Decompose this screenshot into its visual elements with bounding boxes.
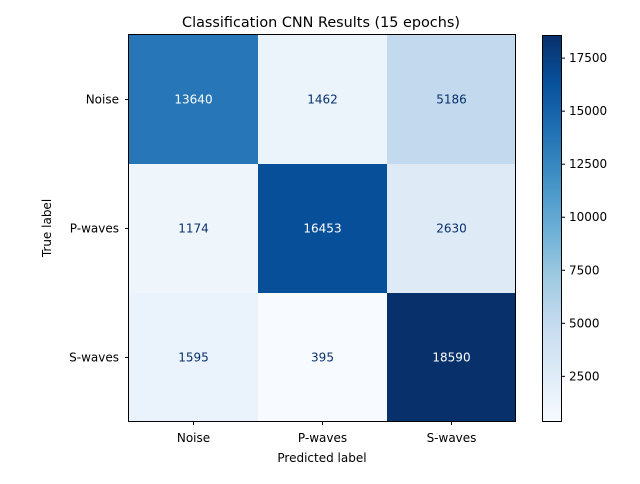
cell-value-label: 395: [311, 351, 334, 365]
y-axis-ticks: Noise P-waves S-waves: [69, 93, 129, 365]
cell-value-label: 18590: [432, 351, 470, 365]
x-tick-label: S-waves: [427, 431, 477, 445]
heatmap-cell: [258, 293, 387, 422]
heatmap-cell: [387, 35, 516, 164]
heatmap-cell: [129, 293, 258, 422]
y-tick-label: Noise: [86, 93, 119, 107]
colorbar-tick-label: 7500: [569, 263, 600, 277]
heatmap-cell: [387, 293, 516, 422]
colorbar-ticks: 2500 5000 7500 10000 12500 15000 17500: [561, 51, 607, 383]
y-axis-label: True label: [40, 199, 54, 258]
x-axis-ticks: Noise P-waves S-waves: [177, 421, 477, 445]
colorbar-tick-label: 5000: [569, 316, 600, 330]
colorbar-tick-label: 15000: [569, 104, 607, 118]
heatmap-cell: [258, 164, 387, 293]
colorbar-tick-label: 10000: [569, 210, 607, 224]
cell-value-label: 1462: [307, 93, 338, 107]
heatmap-cell: [387, 164, 516, 293]
colorbar-tick-label: 12500: [569, 157, 607, 171]
cell-value-label: 1174: [178, 222, 209, 236]
heatmap-cell: [129, 35, 258, 164]
x-tick-label: Noise: [177, 431, 210, 445]
cell-value-label: 13640: [174, 93, 212, 107]
colorbar-tick-label: 2500: [569, 369, 600, 383]
x-tick-label: P-waves: [298, 431, 347, 445]
colorbar-frame: [542, 35, 562, 422]
cell-value-label: 16453: [303, 222, 341, 236]
chart-title: Classification CNN Results (15 epochs): [182, 15, 460, 31]
heatmap-cell: [258, 35, 387, 164]
y-tick-label: S-waves: [69, 351, 119, 365]
heatmap-cells: 13640 1462 5186 1174 16453 2630 1595 395 18590: [129, 35, 516, 422]
cell-value-label: 2630: [436, 222, 467, 236]
colorbar-tick-label: 17500: [569, 51, 607, 65]
colorbar: [542, 35, 561, 422]
y-tick-label: P-waves: [70, 222, 119, 236]
heatmap-cell: [129, 164, 258, 293]
cell-value-label: 1595: [178, 351, 209, 365]
x-axis-label: Predicted label: [277, 451, 366, 465]
cell-value-label: 5186: [436, 93, 467, 107]
